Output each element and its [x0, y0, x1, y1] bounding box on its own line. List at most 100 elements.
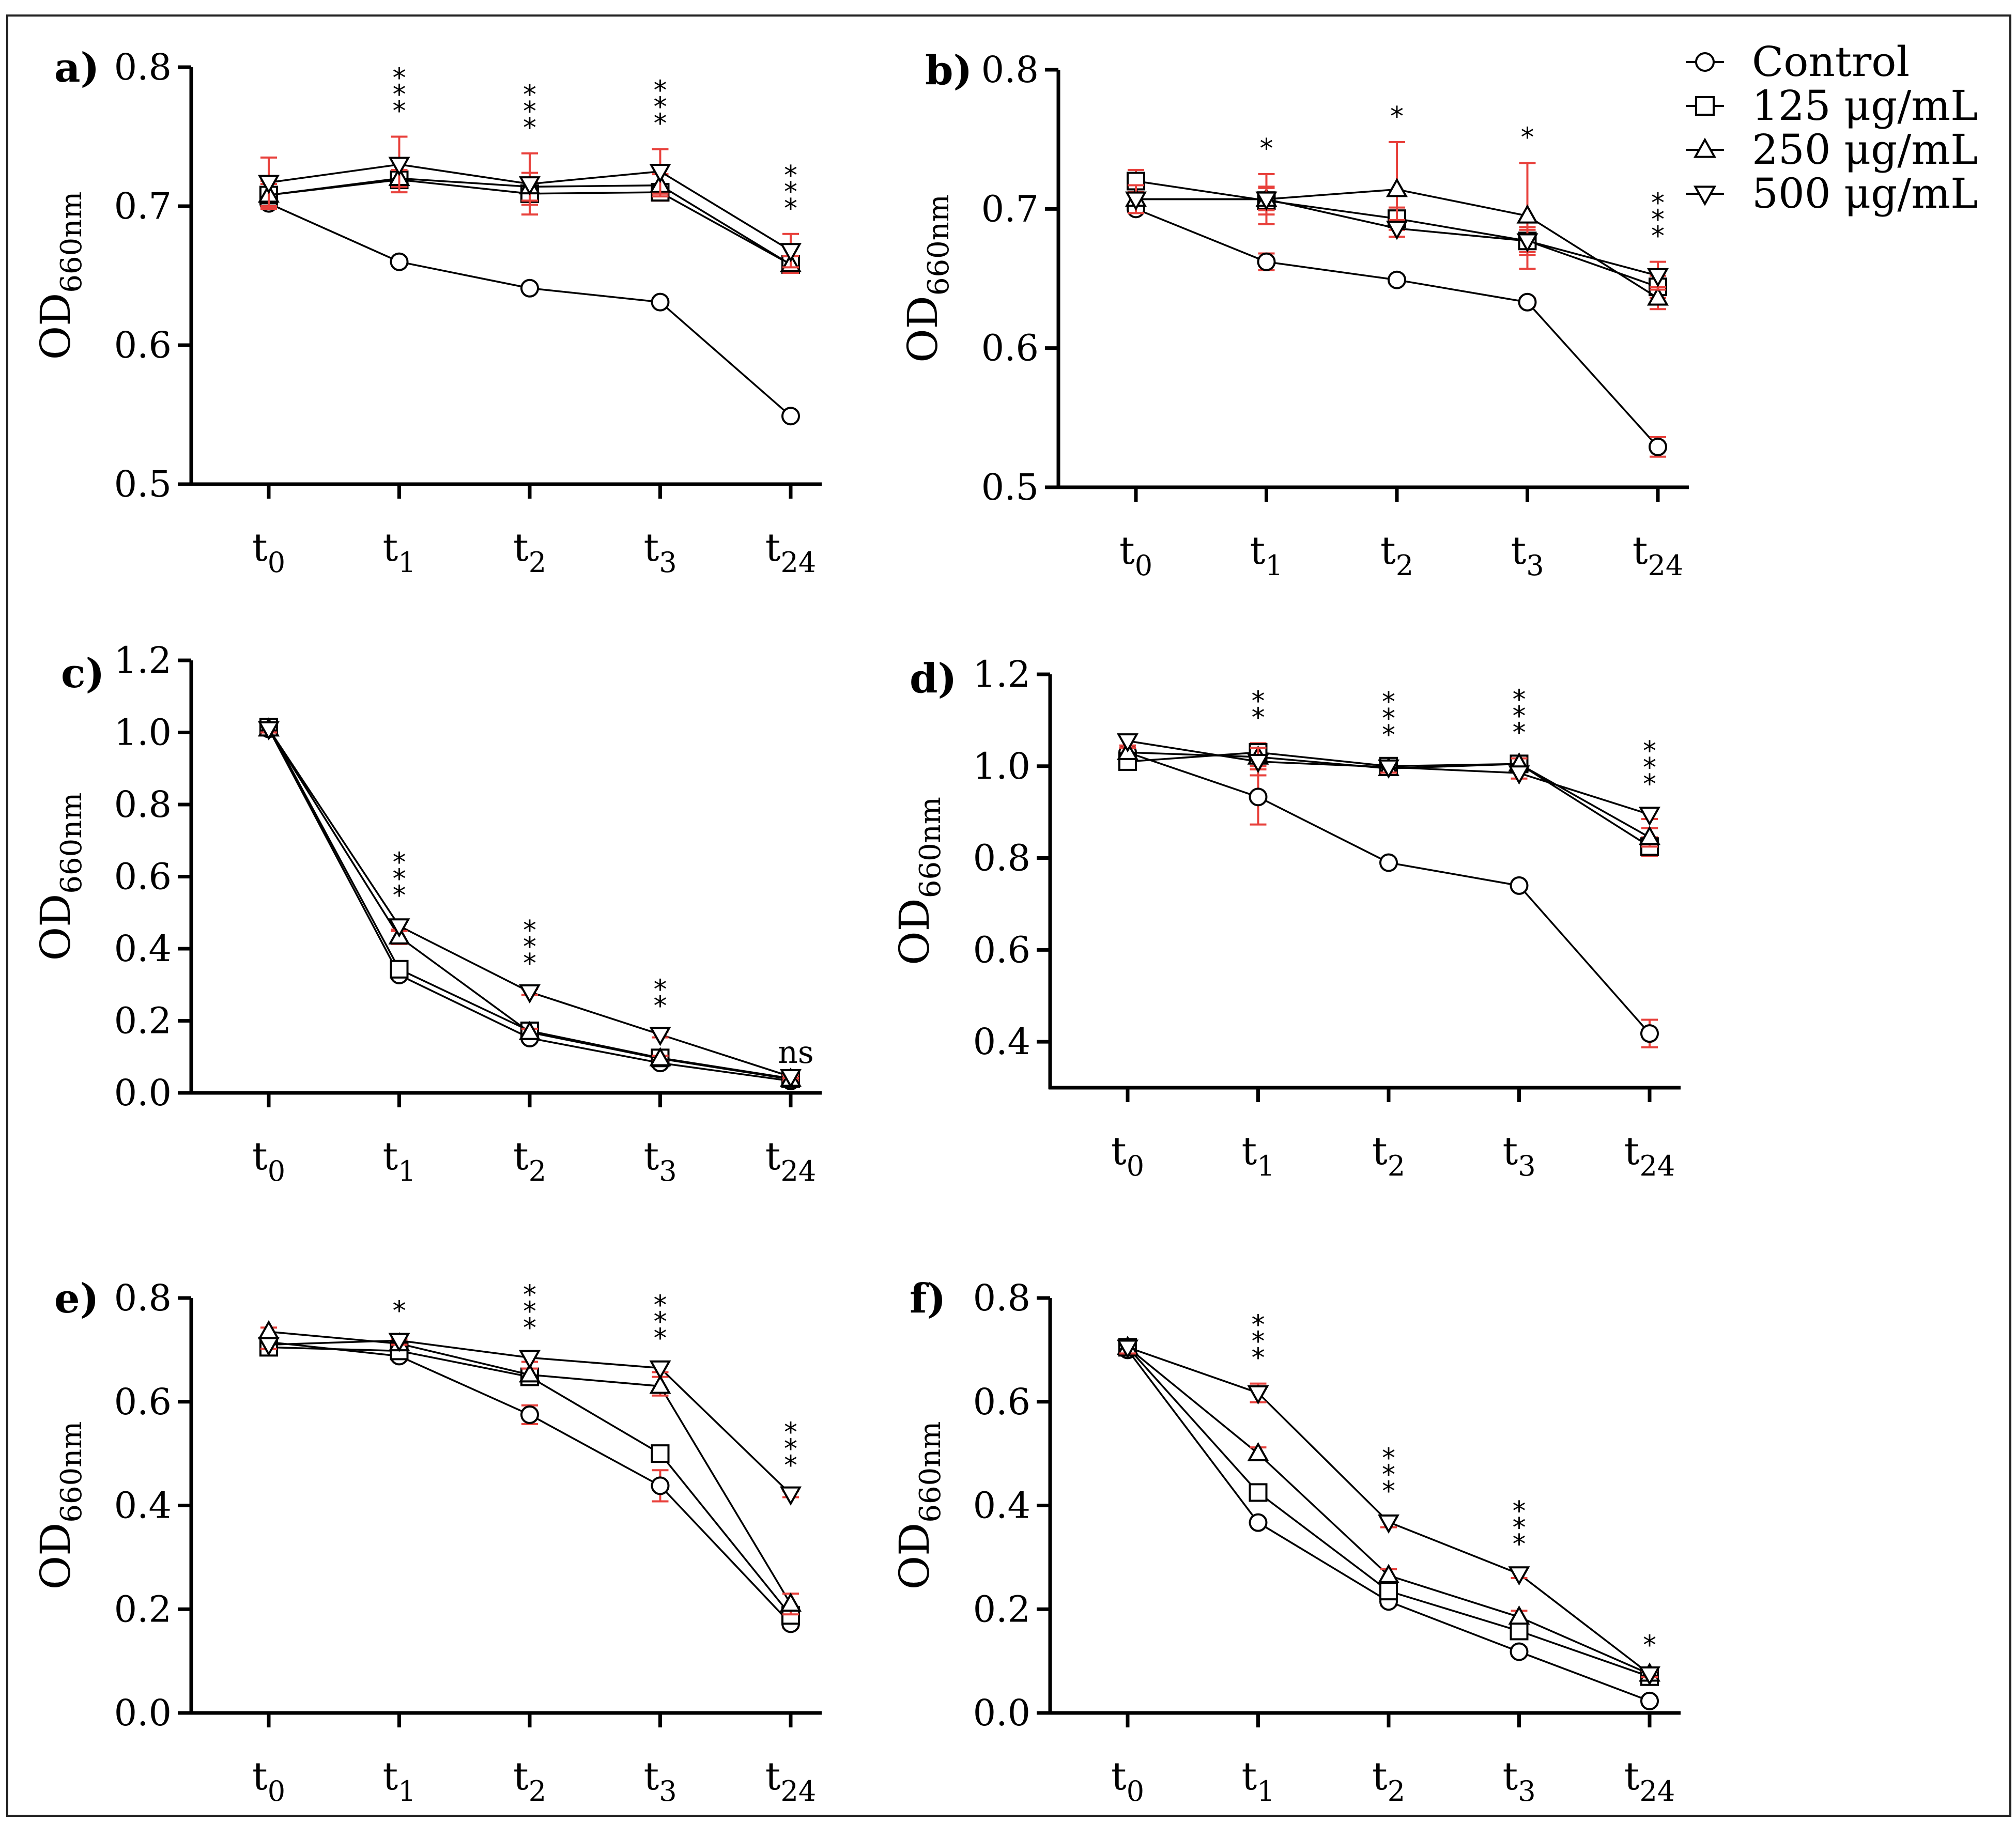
data-point	[1649, 437, 1667, 456]
data-point	[1638, 807, 1661, 826]
y-tick-label: 1.0	[114, 712, 172, 754]
y-axis-label: OD660nm	[899, 194, 956, 363]
legend-item-control: Control	[1686, 38, 1910, 86]
x-tick-label: t1	[382, 526, 415, 579]
y-tick-label: 0.6	[973, 929, 1030, 971]
y-tick-label: 0.2	[973, 1588, 1030, 1630]
data-point	[1379, 853, 1398, 872]
y-tick-label: 0.0	[114, 1692, 172, 1734]
y-axis-label: OD660nm	[32, 192, 88, 360]
y-tick-label: 0.5	[114, 463, 172, 505]
data-point	[651, 1476, 670, 1495]
panel-label: d)	[910, 655, 957, 702]
x-tick-label: t0	[252, 1134, 285, 1187]
data-point	[257, 175, 280, 194]
y-tick-label: 0.6	[114, 856, 172, 898]
data-point	[1388, 270, 1406, 289]
data-point	[779, 1592, 802, 1612]
legend-marker	[1695, 52, 1715, 72]
x-tick-label: t1	[1241, 1129, 1274, 1182]
data-point	[1249, 787, 1268, 807]
series-125	[1118, 1338, 1659, 1686]
data-point	[518, 1350, 541, 1369]
x-tick-label: t0	[252, 526, 285, 579]
data-point	[1247, 1442, 1269, 1461]
data-point	[390, 252, 409, 271]
significance-label: * * *	[654, 75, 667, 140]
data-point	[1646, 268, 1669, 288]
x-tick-label: t0	[1111, 1754, 1144, 1807]
y-tick-label: 1.2	[973, 653, 1030, 696]
data-point	[649, 1027, 671, 1046]
legend-marker	[1693, 137, 1717, 158]
data-point	[1510, 1642, 1529, 1661]
series-500	[257, 1333, 802, 1506]
x-tick-label: t2	[513, 526, 546, 579]
legend-item-500: 500 μg/mL	[1686, 169, 1978, 218]
x-tick-label: t1	[1250, 529, 1283, 582]
data-point	[520, 279, 539, 298]
y-tick-label: 0.2	[114, 1000, 172, 1042]
significance-label: * * *	[1382, 687, 1395, 751]
x-tick-label: t1	[1241, 1754, 1274, 1807]
y-tick-label: 0.8	[973, 1277, 1030, 1319]
data-point	[1379, 1582, 1398, 1601]
data-point	[388, 918, 410, 938]
series-line	[1127, 1346, 1651, 1675]
panel-a: a) 0.5 0.6 0.7 0.8 OD660nm t0 t1 t2 t3 t24 * * * * * * * *…	[32, 44, 822, 579]
data-point	[1646, 286, 1669, 306]
y-axis-label: OD660nm	[890, 797, 947, 965]
x-tick-label: t3	[643, 526, 676, 579]
x-tick-label: t2	[513, 1754, 546, 1807]
significance-label: * * *	[1651, 188, 1665, 252]
y-tick-label: 0.6	[981, 327, 1039, 369]
data-point	[1508, 1605, 1530, 1625]
y-tick-label: 1.2	[114, 639, 172, 682]
y-tick-label: 0.6	[114, 1381, 172, 1423]
data-point	[1247, 1385, 1269, 1405]
x-tick-label: t0	[1119, 529, 1152, 582]
y-tick-label: 0.6	[973, 1381, 1030, 1423]
data-point	[1638, 1666, 1661, 1686]
data-point	[257, 1320, 280, 1340]
data-point	[1510, 1621, 1529, 1641]
significance-label: * * *	[393, 63, 406, 127]
y-tick-label: 0.6	[114, 324, 172, 366]
significance-label: *	[393, 1295, 406, 1326]
y-tick-label: 0.8	[114, 783, 172, 826]
legend-label: 250 μg/mL	[1752, 126, 1978, 174]
panel-label: c)	[61, 650, 104, 697]
y-tick-label: 0.7	[114, 185, 172, 227]
series-line	[268, 1346, 792, 1616]
data-point	[1255, 191, 1278, 211]
legend-label: Control	[1752, 38, 1910, 86]
data-point	[1638, 826, 1661, 845]
data-point	[1640, 1691, 1659, 1710]
data-point	[1508, 765, 1530, 785]
y-tick-label: 0.0	[114, 1072, 172, 1114]
data-point	[651, 292, 670, 312]
significance-label: * * *	[1382, 1443, 1395, 1507]
data-point	[390, 960, 409, 979]
significance-label: *	[1390, 101, 1404, 132]
x-tick-label: t0	[252, 1754, 285, 1807]
series-line	[1127, 1346, 1650, 1675]
series-control	[259, 194, 800, 426]
x-tick-label: t0	[1111, 1129, 1144, 1182]
data-point	[520, 1405, 539, 1424]
significance-label: * * *	[1643, 736, 1656, 800]
data-point	[388, 157, 410, 176]
data-point	[779, 1069, 802, 1089]
y-tick-label: 0.8	[981, 49, 1039, 91]
x-tick-label: t3	[1511, 529, 1544, 582]
x-tick-label: t3	[643, 1754, 676, 1807]
x-tick-label: t24	[765, 1134, 816, 1187]
data-point	[781, 407, 800, 426]
significance-label: *	[1521, 122, 1534, 153]
y-tick-label: 0.8	[973, 837, 1030, 879]
